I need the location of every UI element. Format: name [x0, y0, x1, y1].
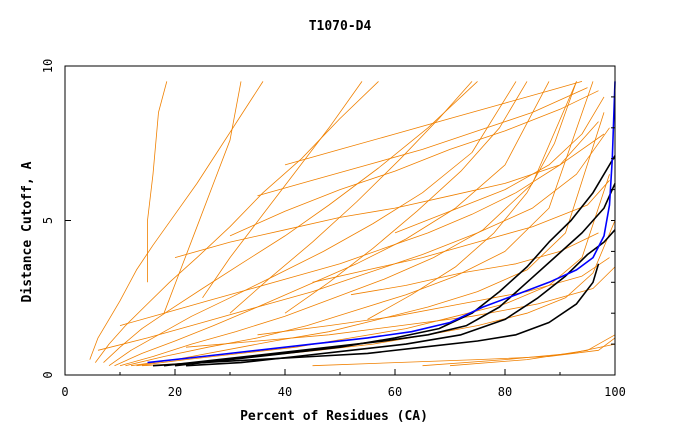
series-line-1 — [94, 81, 379, 363]
series-line-25 — [284, 81, 583, 166]
series-line-18 — [174, 133, 605, 258]
series-line-32 — [174, 155, 616, 367]
x-tick-label-5: 100 — [604, 385, 626, 399]
series-line-2 — [103, 81, 478, 363]
series-line-27 — [312, 337, 616, 367]
series-line-20 — [350, 232, 599, 296]
series-line-12 — [202, 81, 363, 299]
series-line-0 — [89, 81, 264, 360]
series-line-16 — [229, 90, 599, 237]
x-axis-label: Percent of Residues (CA) — [240, 409, 428, 424]
series-line-31 — [163, 183, 616, 367]
series-line-15 — [367, 81, 577, 320]
series-line-22 — [185, 266, 616, 348]
series-layer — [89, 81, 616, 367]
series-line-5 — [119, 81, 577, 367]
x-tick-label-1: 20 — [168, 385, 182, 399]
series-line-11 — [163, 81, 242, 314]
series-line-21 — [257, 257, 610, 336]
series-line-8 — [136, 174, 610, 367]
series-line-34 — [147, 81, 616, 364]
y-tick-label-1: 5 — [41, 217, 55, 224]
x-tick-label-2: 40 — [278, 385, 292, 399]
tick-layer: 0 20 40 60 80 100 0 5 10 — [41, 59, 626, 399]
series-line-10 — [147, 81, 168, 283]
series-line-33 — [185, 229, 616, 367]
series-line-3 — [108, 81, 517, 367]
series-line-4 — [114, 81, 550, 367]
series-line-24 — [97, 127, 610, 351]
x-tick-label-0: 0 — [61, 385, 68, 399]
series-line-14 — [284, 81, 528, 314]
series-line-29 — [449, 334, 616, 367]
series-line-23 — [119, 121, 599, 326]
x-tick-label-4: 80 — [498, 385, 512, 399]
series-line-19 — [312, 180, 610, 283]
series-line-17 — [257, 87, 588, 197]
series-line-28 — [422, 343, 616, 367]
series-line-7 — [130, 112, 605, 367]
y-tick-label-2: 10 — [41, 59, 55, 73]
series-line-13 — [229, 81, 473, 314]
series-line-6 — [125, 81, 594, 367]
series-line-26 — [394, 96, 605, 234]
series-line-30 — [152, 263, 600, 367]
chart-title: T1070-D4 — [309, 19, 372, 34]
y-tick-label-0: 0 — [41, 371, 55, 378]
x-tick-label-3: 60 — [388, 385, 402, 399]
y-axis-label: Distance Cutoff, A — [20, 161, 35, 302]
